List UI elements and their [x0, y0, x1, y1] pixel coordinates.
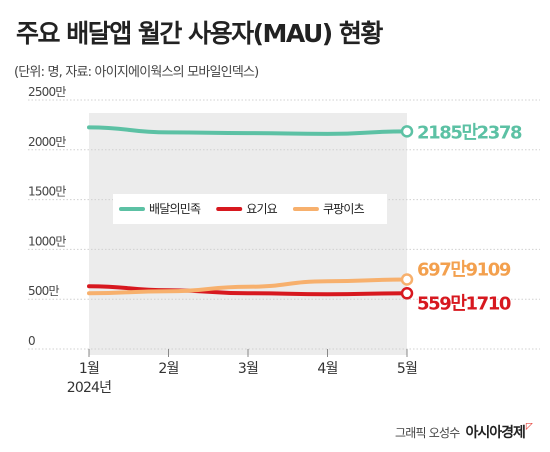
legend-box	[113, 194, 387, 224]
x-tick-label: 3월	[238, 361, 258, 377]
series-lines	[87, 125, 414, 300]
credit-line: 그래픽 오성수 아시아경제◸	[395, 422, 533, 442]
series-end-label: 2185만2378	[417, 122, 522, 143]
x-axis-ticks: 1월 2024년 2월 3월 4월 5월	[67, 349, 418, 396]
y-tick-label: 2000만	[28, 135, 66, 149]
y-tick-label: 1000만	[28, 234, 66, 248]
y-tick-label: 2500만	[28, 85, 66, 99]
x-tick-label: 4월	[317, 361, 337, 377]
series-endpoint	[400, 287, 414, 300]
series-end-label: 697만9109	[417, 259, 511, 280]
legend-label: 배달의민족	[149, 202, 201, 216]
series-endpoint	[400, 125, 414, 138]
y-axis-ticks: 0 500만 1000만 1500만 2000만 2500만	[28, 85, 67, 348]
y-tick-label: 500만	[28, 284, 60, 298]
highlight-band	[89, 113, 407, 355]
brand-mark-icon: ◸	[525, 422, 533, 432]
legend-label: 요기요	[246, 202, 277, 216]
y-tick-label: 0	[28, 334, 35, 348]
series-line	[87, 125, 409, 136]
series-line	[87, 284, 409, 297]
x-tick-label: 2월	[158, 361, 178, 377]
series-line	[87, 277, 409, 296]
legend-label: 쿠팡이츠	[323, 202, 365, 216]
brand-logo-text: 아시아경제	[465, 425, 525, 441]
chart-title: 주요 배달앱 월간 사용자(MAU) 현황	[16, 19, 383, 48]
series-end-label: 559만1710	[417, 293, 511, 314]
end-value-labels: 2185만2378 559만1710 697만9109	[417, 122, 523, 314]
y-tick-label: 1500만	[28, 185, 66, 199]
chart-subtitle: (단위: 명, 자료: 아이지에이웍스의 모바일인덱스)	[14, 65, 259, 80]
x-tick-label: 5월	[397, 361, 417, 377]
series-endpoint	[400, 273, 414, 286]
x-tick-sublabel: 2024년	[67, 380, 112, 396]
graphic-credit: 그래픽 오성수	[395, 426, 460, 440]
x-tick-label: 1월	[79, 361, 99, 377]
legend: 배달의민족 요기요 쿠팡이츠	[113, 194, 387, 224]
